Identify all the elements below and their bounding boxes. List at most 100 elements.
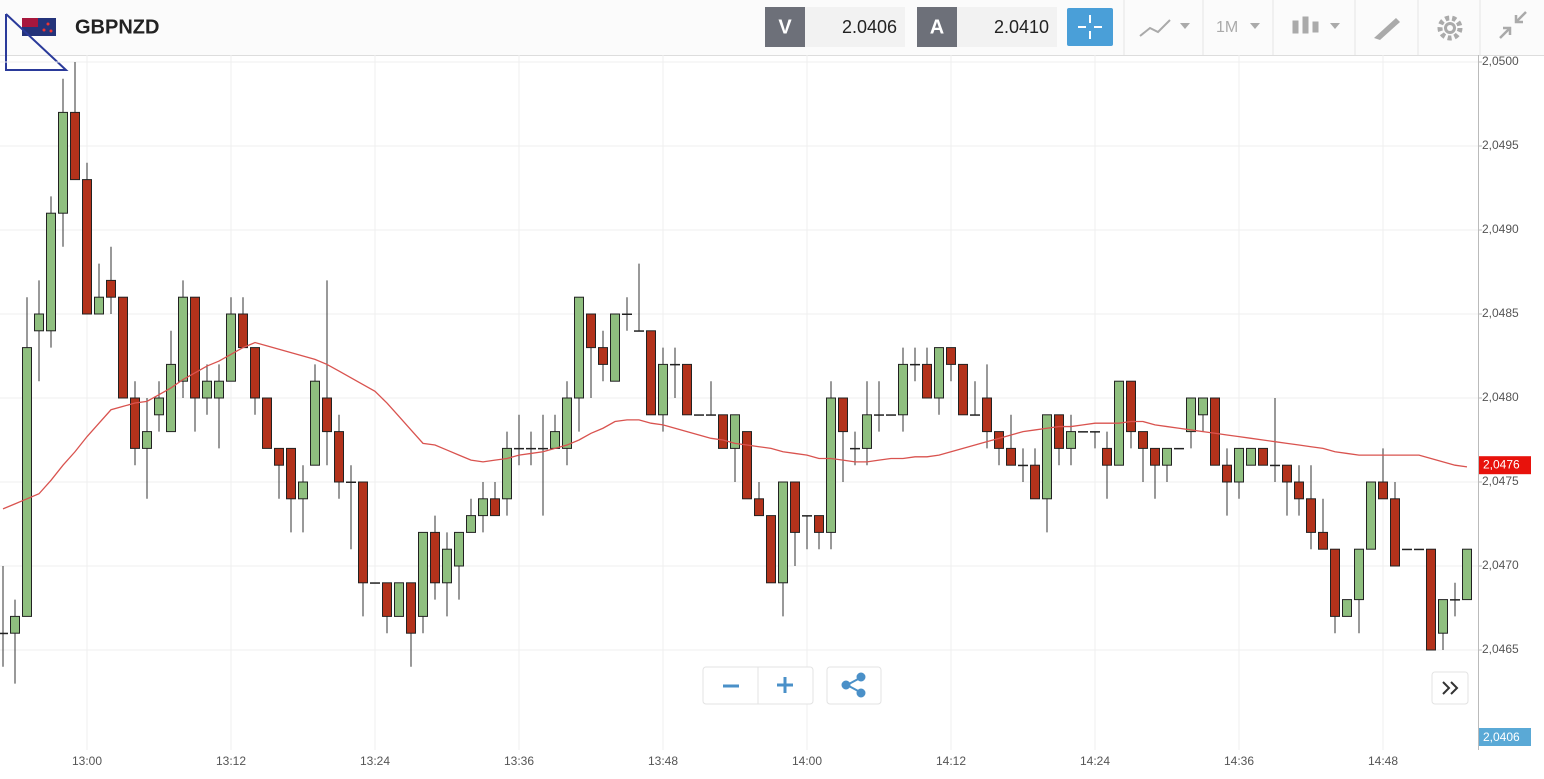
sell-button[interactable] <box>765 7 805 47</box>
candle-body <box>118 296 128 399</box>
candle-body <box>682 363 692 416</box>
candle-body <box>370 582 380 584</box>
plot-area <box>0 62 1472 684</box>
candle-body <box>1090 431 1100 433</box>
candle-body <box>238 313 248 349</box>
candle-body <box>982 397 992 433</box>
candle-body <box>94 296 104 315</box>
x-tick-label: 13:24 <box>360 754 390 768</box>
candle-body <box>130 397 140 449</box>
candle-body <box>994 431 1004 449</box>
y-tick-label: 2,0465 <box>1482 642 1519 656</box>
candle-body <box>670 363 680 366</box>
zoom-in[interactable] <box>777 677 793 693</box>
candle-body <box>142 431 152 449</box>
candle-body <box>526 447 536 450</box>
buy-field[interactable] <box>957 7 1057 47</box>
candle-body <box>850 447 860 450</box>
crosshair-button[interactable] <box>1067 8 1113 46</box>
candle-body <box>610 313 620 382</box>
candle-body <box>1366 481 1376 550</box>
settings-button[interactable] <box>1437 15 1463 41</box>
candle-body <box>1426 548 1436 651</box>
scroll-end-button[interactable] <box>1442 681 1459 695</box>
candle-body <box>310 380 320 466</box>
candle-body <box>322 397 332 433</box>
candle-body <box>1042 414 1052 500</box>
candle-body <box>454 531 464 567</box>
zoom-controls <box>702 666 1469 705</box>
y-tick-label: 2,0500 <box>1482 54 1519 68</box>
candle-body <box>82 179 92 315</box>
candle-body <box>226 313 236 382</box>
candle-type-button[interactable] <box>1292 16 1340 34</box>
candle-body <box>34 313 44 332</box>
candle-body <box>1186 397 1196 433</box>
candle-body <box>358 481 368 584</box>
sell-field[interactable] <box>805 7 905 47</box>
symbol: GBPNZD <box>75 16 159 38</box>
x-tick-label: 13:12 <box>216 754 246 768</box>
price-tag-label: 2,0476 <box>1483 457 1520 471</box>
x-tick-label: 14:12 <box>936 754 966 768</box>
candle-body <box>1138 431 1148 449</box>
candle-body <box>1210 397 1220 466</box>
drawing-button[interactable] <box>1374 18 1400 40</box>
toolbar: GBPNZD V 2.0406 A 2.0410 1M <box>0 0 1544 71</box>
bid-tag-label: 2,0406 <box>1483 730 1520 744</box>
candle-body <box>1234 447 1244 483</box>
candle-body <box>406 582 416 634</box>
candle-body <box>1330 548 1340 617</box>
candle-body <box>706 414 716 416</box>
annotation-triangle <box>5 13 69 71</box>
candle-body <box>466 515 476 533</box>
candle-body <box>778 481 788 584</box>
candle-body <box>70 111 80 181</box>
candle-body <box>874 414 884 416</box>
candle-body <box>274 447 284 466</box>
candle-body <box>58 111 68 214</box>
share-button[interactable] <box>841 672 866 698</box>
candle-body <box>574 296 584 399</box>
candle-body <box>970 414 980 416</box>
y-tick-label: 2,0485 <box>1482 306 1519 320</box>
x-tick-label: 13:00 <box>72 754 102 768</box>
candle-body <box>766 515 776 584</box>
buy-label: A <box>930 16 944 38</box>
candle-body <box>694 414 704 416</box>
grid <box>0 55 1478 750</box>
y-tick-label: 2,0495 <box>1482 138 1519 152</box>
candle-body <box>1150 447 1160 466</box>
candle-body <box>214 380 224 399</box>
candle-body <box>1450 599 1460 601</box>
candle-body <box>1222 464 1232 483</box>
flag-icon[interactable] <box>22 18 56 36</box>
candle-body <box>862 414 872 449</box>
candle-body <box>898 363 908 416</box>
candle-body <box>502 447 512 500</box>
candle-body <box>46 212 56 332</box>
timeframe[interactable]: 1M <box>1216 19 1238 36</box>
candle-body <box>334 431 344 483</box>
buy-price: 2.0410 <box>994 17 1049 37</box>
chart-type-button[interactable] <box>1139 19 1190 37</box>
candle-body <box>1126 380 1136 433</box>
candle-body <box>790 481 800 533</box>
candle-body <box>742 431 752 500</box>
collapse-button[interactable] <box>1499 11 1527 39</box>
x-tick-label: 14:36 <box>1224 754 1254 768</box>
candle-body <box>166 363 176 433</box>
candle-body <box>1294 481 1304 500</box>
buy-button[interactable] <box>917 7 957 47</box>
candle-body <box>802 515 812 517</box>
candle-body <box>1342 599 1352 617</box>
candle-body <box>190 296 200 399</box>
candle-body <box>1306 498 1316 533</box>
candle-body <box>478 498 488 517</box>
candle-body <box>1414 548 1424 551</box>
candle-body <box>1318 531 1328 550</box>
candle-body <box>22 347 32 617</box>
